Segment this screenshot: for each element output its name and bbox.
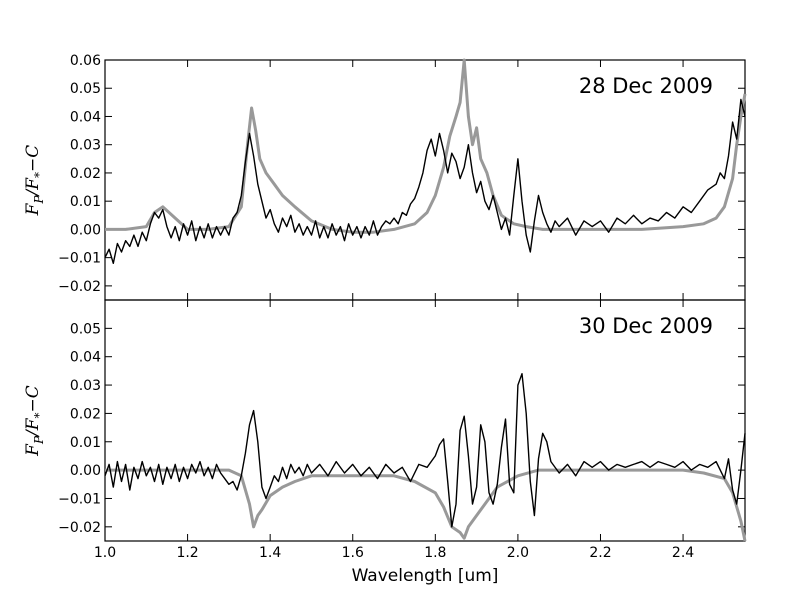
y-tick-label: 0.02 xyxy=(70,166,101,182)
x-axis-title: Wavelength [um] xyxy=(352,566,499,586)
series-line-data xyxy=(104,98,746,264)
series-line-model xyxy=(105,468,747,542)
panel-top-ylabel: FP/F*−C xyxy=(23,145,46,217)
y-tick-label: −0.01 xyxy=(58,251,101,267)
x-tick-label: 1.2 xyxy=(176,545,198,561)
y-tick-label: 0.05 xyxy=(70,81,101,97)
panel-top: −0.02 −0.01 0.00 0.01 0.02 0.03 0.04 0.05 0.06 2… xyxy=(23,53,747,301)
panel-bottom-ticks: −0.02 −0.01 0.00 0.01 0.02 0.03 0.04 0.05 xyxy=(58,300,745,541)
panel-top-ticks: −0.02 −0.01 0.00 0.01 0.02 0.03 0.04 0.05 0.06 xyxy=(58,53,745,300)
y-tick-label: 0.01 xyxy=(70,194,101,210)
x-tick-label: 1.0 xyxy=(94,545,116,561)
x-tick-label: 1.8 xyxy=(424,545,446,561)
y-tick-label: 0.03 xyxy=(70,138,101,154)
y-tick-label: 0.06 xyxy=(70,53,101,69)
x-tick-label: 2.2 xyxy=(589,545,611,561)
y-tick-label: 0.02 xyxy=(70,406,101,422)
x-tick-label: 2.4 xyxy=(672,545,694,561)
panel-top-series xyxy=(104,58,747,264)
panel-top-title: 28 Dec 2009 xyxy=(579,74,713,98)
y-tick-label: 0.00 xyxy=(70,222,101,238)
y-tick-label: 0.03 xyxy=(70,378,101,394)
y-tick-label: 0.04 xyxy=(70,350,101,366)
x-tick-labels: 1.0 1.2 1.4 1.6 1.8 2.0 2.2 2.4 xyxy=(94,545,694,561)
panel-bottom: −0.02 −0.01 0.00 0.01 0.02 0.03 0.04 0.05 30 De… xyxy=(23,299,747,542)
panel-bottom-frame xyxy=(104,299,746,542)
x-tick-label: 2.0 xyxy=(507,545,529,561)
panel-bottom-ylabel: FP/F*−C xyxy=(23,385,46,457)
panel-bottom-title: 30 Dec 2009 xyxy=(579,314,713,338)
y-tick-label: 0.04 xyxy=(70,109,101,125)
y-tick-label: 0.00 xyxy=(70,463,101,479)
y-tick-label: 0.01 xyxy=(70,435,101,451)
x-tick-label: 1.6 xyxy=(342,545,364,561)
y-tick-label: 0.05 xyxy=(70,321,101,337)
panel-bottom-series xyxy=(104,373,747,542)
y-tick-label: −0.02 xyxy=(58,520,101,536)
y-tick-label: −0.01 xyxy=(58,491,101,507)
x-tick-label: 1.4 xyxy=(259,545,281,561)
y-tick-label: −0.02 xyxy=(58,279,101,295)
series-line-data xyxy=(104,373,746,528)
